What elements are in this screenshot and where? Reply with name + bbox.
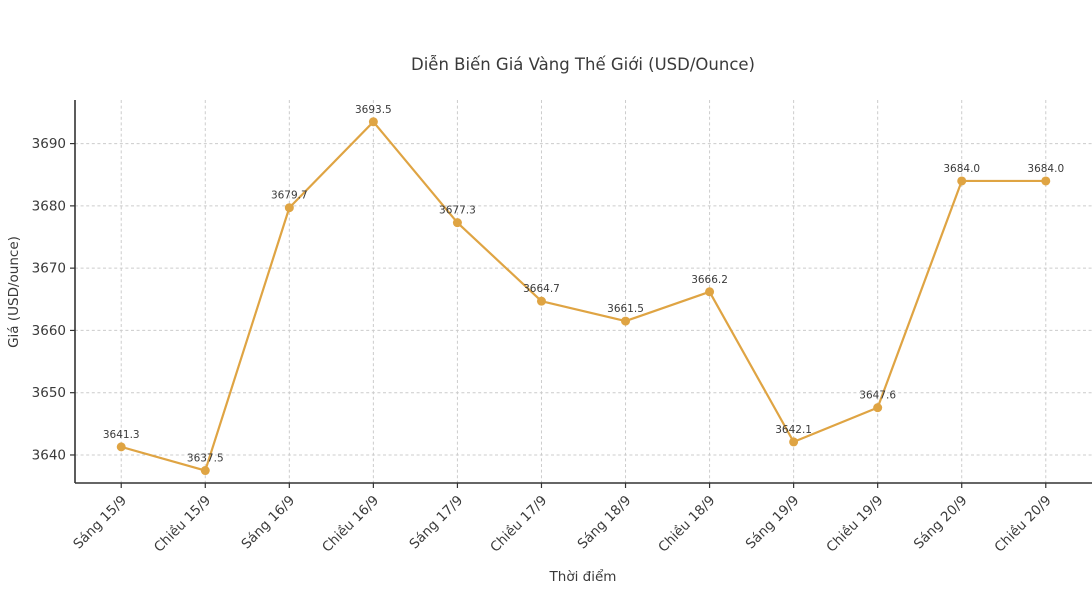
data-point-label: 3637.5 [187, 453, 224, 465]
data-point-label: 3664.7 [523, 283, 560, 295]
data-point-label: 3684.0 [1027, 163, 1064, 175]
y-tick-label: 3650 [32, 385, 66, 401]
x-tick-label: Sáng 19/9 [743, 493, 803, 553]
data-point-marker [536, 296, 546, 306]
data-point-marker [621, 316, 631, 326]
data-point-label: 3661.5 [607, 303, 644, 315]
data-point-label: 3693.5 [355, 104, 392, 116]
x-tick-label: Sáng 15/9 [70, 493, 130, 553]
x-tick-label: Sáng 18/9 [575, 493, 635, 553]
x-tick-label: Sáng 17/9 [406, 493, 466, 553]
data-point-marker [873, 403, 883, 413]
data-point-marker [116, 442, 126, 452]
x-axis-label: Thời điểm [549, 568, 617, 585]
data-point-label: 3684.0 [943, 163, 980, 175]
x-tick-label: Chiều 20/9 [991, 492, 1055, 556]
chart-plot-area: 3640 3650 3660 3670 3680 3690 Sáng 15/9 Chiều 1… [32, 100, 1092, 556]
data-point-label: 3642.1 [775, 424, 812, 436]
x-tick-label: Sáng 16/9 [238, 493, 298, 553]
data-point-marker [705, 287, 715, 297]
x-tick-label: Sáng 20/9 [911, 493, 971, 553]
data-point-label: 3677.3 [439, 205, 476, 217]
data-point-label: 3666.2 [691, 274, 728, 286]
data-point-marker [789, 437, 799, 447]
chart-title: Diễn Biến Giá Vàng Thế Giới (USD/Ounce) [411, 55, 755, 74]
x-tick-label: Chiều 19/9 [823, 492, 887, 556]
y-axis-label: Giá (USD/ounce) [6, 236, 22, 348]
data-point-marker [957, 176, 967, 186]
y-tick-label: 3640 [32, 447, 66, 463]
x-tick-label: Chiều 16/9 [318, 492, 382, 556]
price-line-series [120, 120, 1046, 472]
data-point-marker [284, 203, 294, 213]
x-tick-label: Chiều 17/9 [487, 492, 551, 556]
y-tick-label: 3690 [32, 136, 66, 152]
data-point-label: 3647.6 [859, 390, 896, 402]
data-point-label: 3679.7 [271, 190, 308, 202]
data-point-marker [1041, 176, 1051, 186]
y-tick-label: 3670 [32, 261, 66, 277]
data-point-marker [200, 466, 210, 476]
y-tick-label: 3660 [32, 323, 66, 339]
x-tick-label: Chiều 18/9 [655, 492, 719, 556]
x-tick-label: Chiều 15/9 [150, 492, 214, 556]
data-point-marker [368, 117, 378, 127]
data-point-label: 3641.3 [103, 429, 140, 441]
data-point-marker [452, 218, 462, 228]
y-tick-label: 3680 [32, 198, 66, 214]
